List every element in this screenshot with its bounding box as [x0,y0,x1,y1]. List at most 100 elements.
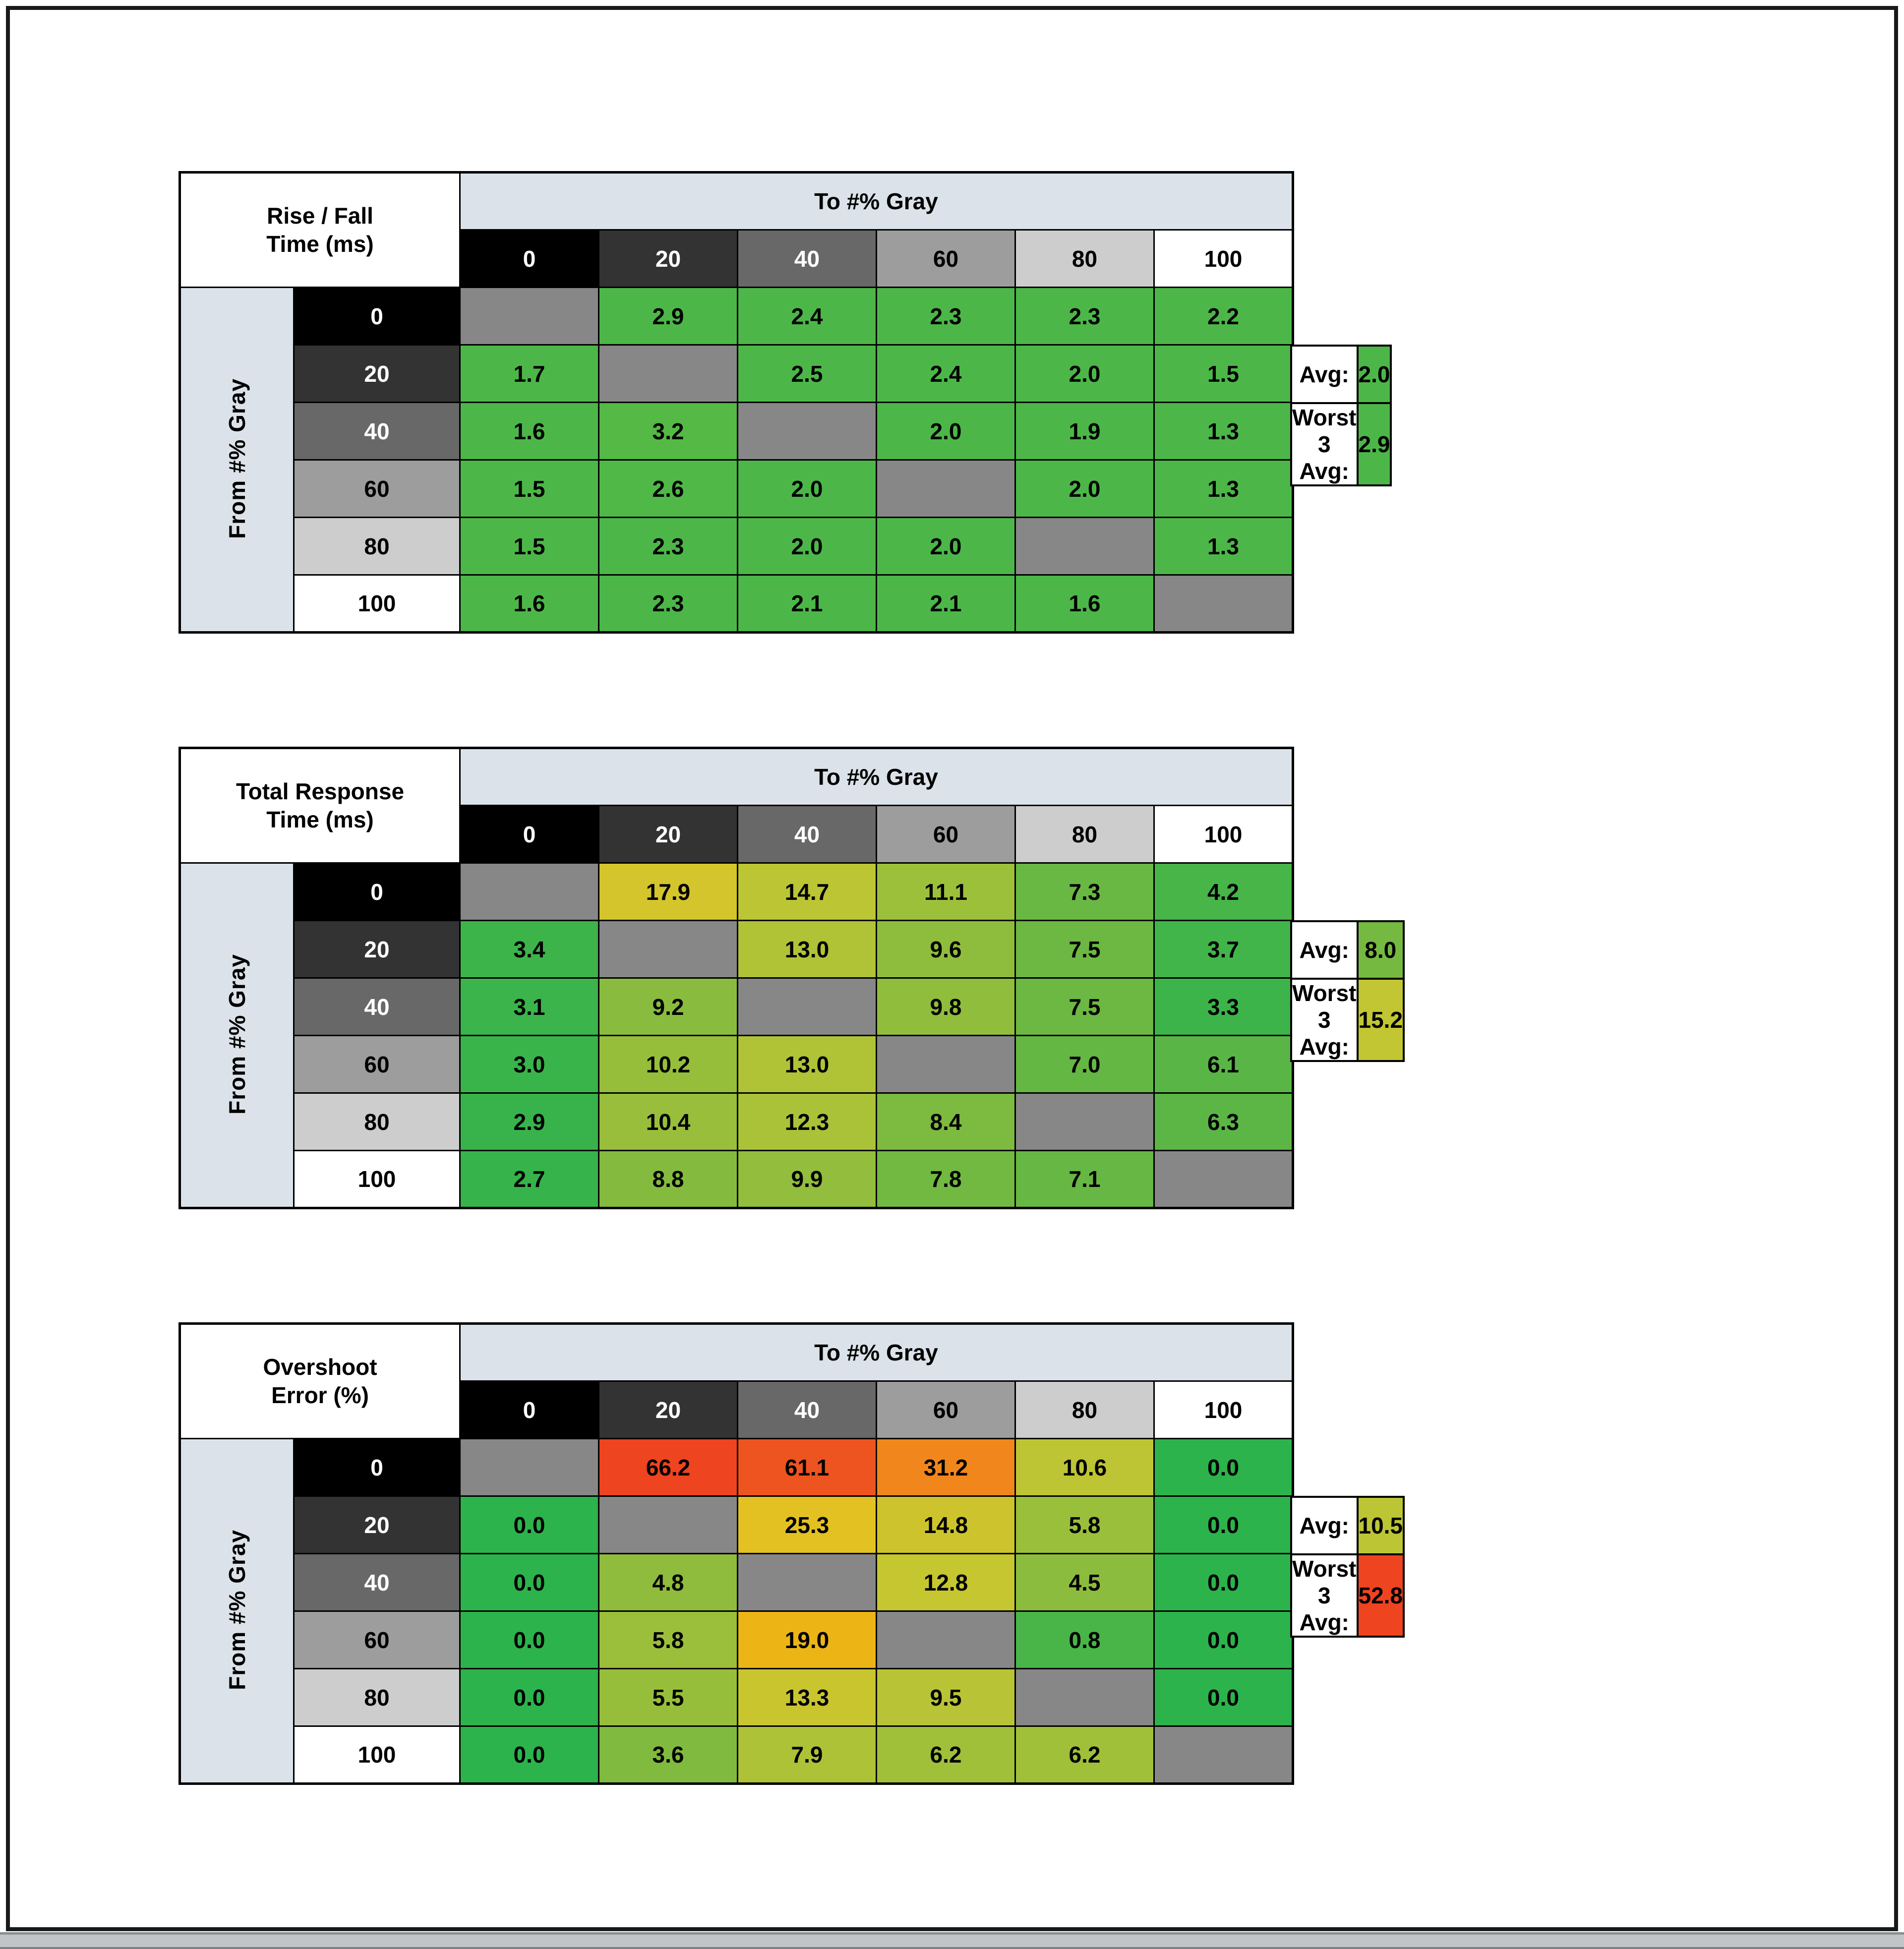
cell-from-0-to-100: 2.2 [1153,287,1294,346]
cell-from-0-to-0 [459,287,599,346]
col-header-40: 40 [737,229,877,288]
avg-value: 8.0 [1356,920,1405,980]
rise-fall-time-summary: Avg: 2.0 Worst 3 Avg: 2.9 [1290,345,1392,486]
worst-3-avg-value: 2.9 [1356,402,1392,486]
cell-from-0-to-100: 0.0 [1153,1438,1294,1497]
cell-from-40-to-0: 0.0 [459,1553,599,1612]
cell-from-0-to-60: 2.3 [876,287,1016,346]
cell-from-100-to-100 [1153,574,1294,633]
cell-from-40-to-60: 9.8 [876,977,1016,1036]
cell-from-20-to-60: 14.8 [876,1495,1016,1554]
cell-from-40-to-60: 2.0 [876,402,1016,461]
worst-3-avg-label: Worst 3 Avg: [1290,978,1359,1062]
cell-from-40-to-40 [737,402,877,461]
cell-from-60-to-60 [876,1035,1016,1094]
cell-from-80-to-80 [1014,517,1155,576]
col-header-0: 0 [459,1380,599,1439]
cell-from-0-to-40: 14.7 [737,862,877,921]
cell-from-80-to-100: 6.3 [1153,1092,1294,1151]
row-header-60: 60 [293,1610,461,1669]
row-header-40: 40 [293,402,461,461]
cell-from-20-to-20 [598,920,738,979]
row-header-60: 60 [293,1035,461,1094]
cell-from-20-to-80: 5.8 [1014,1495,1155,1554]
col-axis-label: To #% Gray [459,747,1294,806]
row-header-100: 100 [293,1725,461,1784]
cell-from-0-to-80: 10.6 [1014,1438,1155,1497]
cell-from-100-to-60: 6.2 [876,1725,1016,1784]
cell-from-100-to-60: 7.8 [876,1150,1016,1209]
col-header-100: 100 [1153,805,1294,864]
cell-from-80-to-20: 2.3 [598,517,738,576]
row-axis-label: From #% Gray [224,378,250,539]
col-header-80: 80 [1014,1380,1155,1439]
cell-from-0-to-80: 7.3 [1014,862,1155,921]
cell-from-40-to-0: 3.1 [459,977,599,1036]
col-header-100: 100 [1153,1380,1294,1439]
cell-from-100-to-0: 1.6 [459,574,599,633]
cell-from-20-to-100: 0.0 [1153,1495,1294,1554]
cell-from-20-to-20 [598,344,738,403]
total-response-time-title: Total Response Time (ms) [179,747,461,864]
cell-from-40-to-20: 9.2 [598,977,738,1036]
row-header-40: 40 [293,977,461,1036]
cell-from-60-to-60 [876,1610,1016,1669]
row-axis-label: From #% Gray [224,953,250,1115]
cell-from-0-to-80: 2.3 [1014,287,1155,346]
avg-value: 10.5 [1356,1496,1405,1555]
row-axis-cell: From #% Gray [179,287,295,633]
col-header-20: 20 [598,805,738,864]
total-response-time-summary: Avg: 8.0 Worst 3 Avg: 15.2 [1290,920,1405,1062]
cell-from-80-to-40: 2.0 [737,517,877,576]
row-header-80: 80 [293,517,461,576]
rise-fall-time-title: Rise / Fall Time (ms) [179,172,461,288]
cell-from-60-to-60 [876,459,1016,518]
cell-from-60-to-100: 1.3 [1153,459,1294,518]
cell-from-40-to-80: 7.5 [1014,977,1155,1036]
row-header-20: 20 [293,920,461,979]
worst-3-avg-value: 15.2 [1356,978,1405,1062]
cell-from-20-to-40: 13.0 [737,920,877,979]
cell-from-0-to-40: 2.4 [737,287,877,346]
cell-from-0-to-20: 17.9 [598,862,738,921]
cell-from-40-to-80: 1.9 [1014,402,1155,461]
table-title-line: Total Response [236,778,405,804]
cell-from-40-to-100: 0.0 [1153,1553,1294,1612]
row-header-60: 60 [293,459,461,518]
cell-from-80-to-40: 13.3 [737,1668,877,1727]
table-title-line: Error (%) [271,1382,369,1408]
cell-from-100-to-20: 8.8 [598,1150,738,1209]
cell-from-80-to-100: 0.0 [1153,1668,1294,1727]
col-header-20: 20 [598,1380,738,1439]
page-border-frame [6,6,1898,1931]
cell-from-20-to-0: 1.7 [459,344,599,403]
row-header-80: 80 [293,1668,461,1727]
cell-from-80-to-0: 2.9 [459,1092,599,1151]
avg-label: Avg: [1290,920,1359,980]
cell-from-20-to-40: 25.3 [737,1495,877,1554]
cell-from-100-to-0: 0.0 [459,1725,599,1784]
worst-3-avg-label: Worst 3 Avg: [1290,1553,1359,1638]
col-axis-label: To #% Gray [459,172,1294,231]
rise-fall-time-section: Rise / Fall Time (ms) To #% Gray 0 20 40 60 80 1… [178,171,1392,634]
total-response-time-table: Total Response Time (ms) To #% Gray 0 20 40 60… [178,747,1294,1209]
avg-label: Avg: [1290,345,1359,404]
col-header-80: 80 [1014,229,1155,288]
cell-from-20-to-100: 1.5 [1153,344,1294,403]
row-axis-label: From #% Gray [224,1529,250,1690]
cell-from-20-to-60: 9.6 [876,920,1016,979]
row-header-100: 100 [293,1150,461,1209]
cell-from-0-to-20: 66.2 [598,1438,738,1497]
cell-from-60-to-80: 0.8 [1014,1610,1155,1669]
cell-from-20-to-100: 3.7 [1153,920,1294,979]
worst-3-avg-label: Worst 3 Avg: [1290,402,1359,486]
col-header-60: 60 [876,805,1016,864]
cell-from-60-to-40: 2.0 [737,459,877,518]
cell-from-80-to-0: 0.0 [459,1668,599,1727]
row-header-20: 20 [293,344,461,403]
cell-from-0-to-20: 2.9 [598,287,738,346]
row-header-100: 100 [293,574,461,633]
cell-from-60-to-20: 5.8 [598,1610,738,1669]
cell-from-20-to-0: 0.0 [459,1495,599,1554]
cell-from-40-to-40 [737,977,877,1036]
